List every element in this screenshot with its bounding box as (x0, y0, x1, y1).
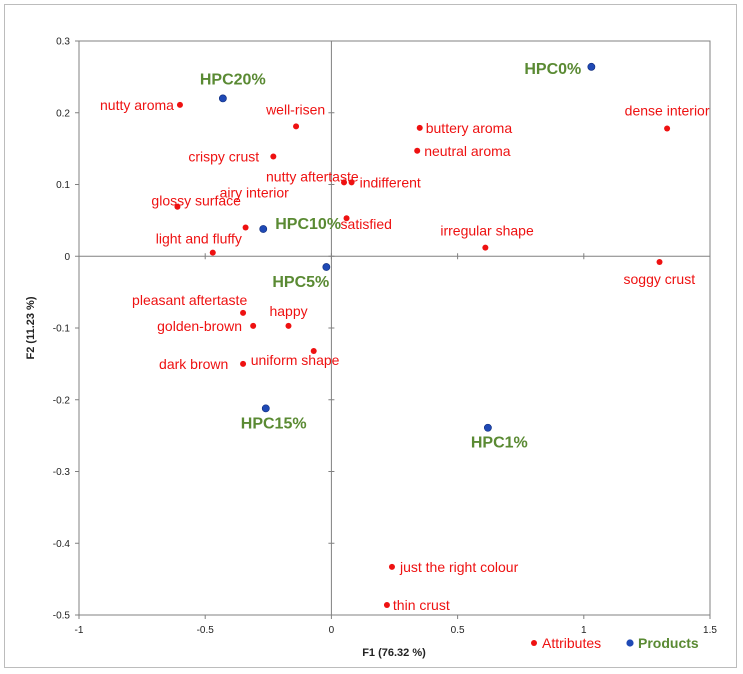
x-axis-title: F1 (76.32 %) (362, 647, 426, 659)
y-tick-label: -0.5 (53, 611, 71, 622)
product-label-hpc5pct: HPC5% (272, 274, 329, 291)
attribute-point-satisfied (343, 215, 350, 222)
attribute-label-airy-interior: airy interior (220, 185, 290, 201)
attribute-label-dark-brown: dark brown (159, 356, 228, 372)
x-tick-label: 0.5 (451, 625, 465, 636)
y-tick-label: -0.3 (53, 467, 71, 478)
y-tick-label: -0.2 (53, 395, 71, 406)
x-tick-label: -0.5 (197, 625, 215, 636)
y-tick-label: -0.4 (53, 539, 71, 550)
x-tick-label: -1 (75, 625, 84, 636)
attribute-label-light-and-fluffy: light and fluffy (156, 231, 242, 247)
attribute-point-nutty-aroma (176, 101, 183, 108)
attribute-point-uniform-shape (310, 347, 317, 354)
attribute-point-dense-interior (664, 125, 671, 132)
attribute-label-dense-interior: dense interior (625, 103, 710, 119)
attribute-point-just-the-right-colour (388, 563, 395, 570)
attribute-point-happy (285, 322, 292, 329)
attribute-label-neutral-aroma: neutral aroma (424, 143, 511, 159)
product-point-hpc5pct (322, 263, 331, 271)
attribute-point-airy-interior (242, 224, 249, 231)
product-label-hpc10pct: HPC10% (275, 216, 341, 233)
legend-marker-products (626, 639, 634, 647)
attribute-point-nutty-aftertaste (341, 179, 348, 186)
origin-axes (78, 40, 711, 616)
product-point-hpc20pct (218, 94, 227, 103)
x-tick-label: 0 (329, 625, 335, 636)
y-tick-label: -0.1 (53, 324, 71, 335)
product-point-hpc10pct (259, 225, 268, 233)
product-point-hpc0pct (587, 62, 596, 71)
attribute-label-well-risen: well-risen (265, 101, 325, 117)
attribute-label-just-the-right-colour: just the right colour (399, 559, 519, 575)
attribute-label-nutty-aroma: nutty aroma (100, 97, 174, 113)
attribute-point-indifferent (348, 179, 355, 186)
x-tick-label: 1.5 (703, 625, 717, 636)
attribute-label-happy: happy (269, 303, 307, 319)
attribute-point-glossy-surface (174, 203, 181, 210)
y-tick-label: 0.1 (56, 180, 70, 191)
y-axis-title: F2 (11.23 %) (25, 296, 37, 359)
axis-ticks: -1 -0.5 0 0.5 1 1.5 0.3 0.2 0.1 0 -0.1 -0.2 -0.3 -0.4… (53, 37, 718, 637)
attribute-label-pleasant-aftertaste: pleasant aftertaste (132, 292, 247, 308)
y-tick-label: 0.2 (56, 108, 70, 119)
product-label-hpc15pct: HPC15% (241, 415, 307, 432)
attribute-point-dark-brown (240, 360, 247, 367)
attribute-point-neutral-aroma (414, 147, 421, 154)
attribute-point-irregular-shape (482, 244, 489, 251)
x-tick-label: 1 (581, 625, 587, 636)
attribute-point-crispy-crust (270, 153, 277, 160)
attribute-label-crispy-crust: crispy crust (188, 149, 259, 165)
product-point-hpc15pct (261, 404, 270, 413)
attribute-label-indifferent: indifferent (360, 174, 421, 190)
y-tick-label: 0.3 (56, 37, 70, 48)
attribute-point-soggy-crust (656, 258, 663, 265)
chart-frame (4, 4, 737, 668)
attribute-label-uniform-shape: uniform shape (251, 352, 340, 368)
attribute-label-irregular-shape: irregular shape (440, 223, 534, 239)
attribute-label-soggy-crust: soggy crust (624, 271, 696, 287)
product-point-hpc1pct (483, 423, 492, 432)
product-label-hpc20pct: HPC20% (200, 71, 266, 88)
data-points: nutty aroma well-risen buttery aroma dense … (100, 61, 710, 613)
attribute-point-thin-crust (383, 601, 390, 608)
attribute-point-golden-brown (250, 322, 257, 329)
legend: Attributes Products (531, 635, 699, 651)
attribute-point-pleasant-aftertaste (240, 309, 247, 316)
legend-marker-attributes (531, 640, 537, 646)
y-tick-label: 0 (64, 252, 70, 263)
product-label-hpc0pct: HPC0% (524, 61, 581, 78)
attribute-label-glossy-surface: glossy surface (151, 193, 241, 209)
attribute-label-thin-crust: thin crust (393, 597, 450, 613)
attribute-label-golden-brown: golden-brown (157, 318, 242, 334)
attribute-label-nutty-aftertaste: nutty aftertaste (266, 168, 359, 184)
product-label-hpc1pct: HPC1% (471, 435, 528, 452)
legend-label-attributes: Attributes (542, 635, 601, 651)
legend-label-products: Products (638, 635, 699, 651)
attribute-point-light-and-fluffy (209, 249, 216, 256)
attribute-label-buttery-aroma: buttery aroma (426, 120, 513, 136)
attribute-label-satisfied: satisfied (341, 216, 392, 232)
attribute-point-well-risen (293, 123, 300, 130)
attribute-point-buttery-aroma (416, 124, 423, 131)
